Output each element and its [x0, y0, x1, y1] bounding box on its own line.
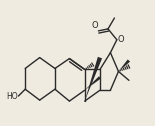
- Polygon shape: [85, 76, 101, 90]
- Polygon shape: [118, 59, 130, 71]
- Text: O: O: [118, 35, 124, 44]
- Text: HO: HO: [6, 92, 18, 101]
- Text: O: O: [91, 21, 98, 30]
- Polygon shape: [85, 57, 102, 101]
